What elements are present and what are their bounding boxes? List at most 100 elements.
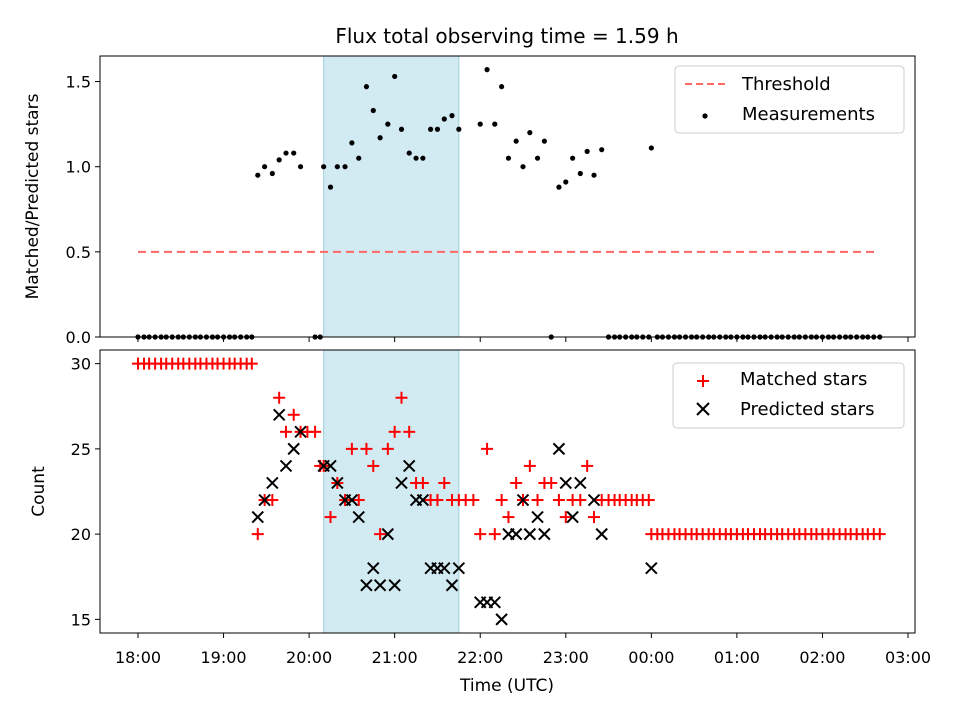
matched-star-point	[403, 425, 416, 438]
measurement-point	[363, 84, 370, 90]
matched-star-point	[467, 494, 480, 507]
bottom-y-tick-label: 15	[71, 610, 91, 629]
predicted-legend-swatch	[696, 402, 710, 416]
bottom-axes-frame	[99, 349, 916, 634]
matched-star-point	[395, 391, 408, 404]
measurement-point	[484, 67, 490, 73]
top-y-tick-label: 1.5	[66, 73, 91, 92]
predicted-star-point	[438, 562, 451, 575]
measurement-point	[492, 121, 498, 127]
predicted-star-point	[360, 579, 373, 592]
top-y-tick-label: 0.0	[66, 328, 91, 347]
predicted-star-point	[559, 476, 572, 490]
measurement-point	[255, 172, 261, 178]
x-tick-label: 23:00	[543, 648, 589, 667]
predicted-star-point	[531, 510, 544, 524]
measurement-point	[456, 126, 462, 132]
measurement-point	[520, 164, 526, 170]
top-y-ticks: 0.0 0.5 1.0 1.5	[66, 73, 100, 347]
measurement-point	[406, 150, 412, 156]
measurement-point	[513, 138, 519, 144]
predicted-star-point	[279, 459, 293, 473]
measurement-point	[291, 150, 297, 156]
predicted-star-point	[416, 493, 430, 507]
measurement-point	[297, 164, 304, 170]
x-tick-label: 02:00	[799, 648, 845, 667]
matched-star-point	[581, 459, 594, 472]
measurement-point	[321, 164, 327, 170]
matched-star-point	[588, 511, 601, 524]
measurement-point	[269, 170, 275, 177]
measurement-point	[327, 184, 334, 190]
measurements-legend-swatch	[702, 113, 708, 119]
x-tick-label: 19:00	[201, 648, 247, 667]
predicted-star-point	[566, 510, 579, 524]
predicted-stars-points	[251, 408, 658, 626]
x-tick-label: 22:00	[457, 648, 503, 667]
predicted-star-point	[352, 510, 365, 524]
matched-star-point	[552, 494, 565, 507]
count-panel: 18:00 19:00 20:00 21:00 22:00 23:00 00:00 01:00…	[29, 349, 931, 667]
measurement-point	[434, 126, 441, 132]
ratio-panel: 0.0 0.5 1.0 1.5 Matched/Predicted stars Thr…	[23, 55, 916, 347]
predicted-star-point	[345, 493, 359, 507]
bottom-legend: Matched stars Predicted stars	[672, 362, 905, 429]
observing-window-highlight-bottom	[323, 349, 460, 634]
measurement-point	[441, 116, 447, 122]
predicted-star-point	[258, 493, 271, 507]
matched-legend-swatch	[697, 375, 709, 387]
matched-legend-label: Matched stars	[740, 369, 867, 390]
measurement-point	[276, 157, 282, 163]
predicted-star-point	[272, 408, 286, 421]
predicted-star-point	[294, 425, 307, 439]
measurement-point	[449, 113, 455, 119]
matched-star-point	[545, 476, 558, 489]
matched-star-point	[488, 528, 501, 541]
matched-star-point	[873, 528, 886, 541]
measurement-point	[584, 148, 590, 154]
measurement-point	[283, 150, 289, 156]
x-tick-label: 18:00	[115, 648, 161, 667]
matched-star-point	[374, 528, 387, 541]
matched-star-point	[523, 459, 536, 472]
matched-star-point	[273, 391, 286, 404]
measurement-point	[356, 155, 362, 161]
matched-star-point	[559, 511, 572, 524]
measurement-point	[385, 121, 391, 127]
x-axis-label: Time (UTC)	[459, 676, 554, 696]
bottom-x-ticks: 18:00 19:00 20:00 21:00 22:00 23:00 00:00 01:00…	[115, 633, 931, 667]
predicted-star-point	[538, 527, 551, 541]
threshold-legend-label: Threshold	[741, 74, 831, 95]
measurement-point	[570, 155, 576, 161]
predicted-star-point	[587, 493, 601, 507]
measurement-point	[420, 155, 426, 161]
measurement-point	[413, 155, 419, 161]
matched-star-point	[367, 459, 380, 472]
measurement-point	[527, 130, 533, 136]
measurement-point	[342, 164, 348, 170]
x-tick-label: 03:00	[885, 648, 931, 667]
measurement-point	[499, 84, 505, 90]
matched-star-point	[352, 494, 365, 507]
predicted-star-point	[595, 527, 608, 541]
predicted-star-point	[266, 476, 279, 490]
measurement-point	[392, 73, 398, 80]
matched-star-point	[495, 494, 508, 507]
matched-star-point	[324, 511, 337, 524]
predicted-legend-label: Predicted stars	[740, 399, 874, 420]
predicted-star-point	[516, 493, 530, 507]
predicted-star-point	[552, 442, 566, 456]
matched-star-point	[474, 528, 487, 541]
predicted-star-point	[403, 459, 416, 473]
measurements-legend-label: Measurements	[742, 104, 875, 125]
matched-star-point	[251, 528, 264, 541]
measurement-point	[428, 126, 434, 132]
predicted-star-point	[445, 579, 459, 592]
matched-star-point	[345, 442, 358, 455]
measurement-point	[541, 138, 547, 144]
measurement-point	[262, 164, 268, 170]
matched-star-point	[309, 425, 322, 438]
measurement-point	[477, 121, 483, 127]
x-tick-label: 20:00	[286, 648, 332, 667]
